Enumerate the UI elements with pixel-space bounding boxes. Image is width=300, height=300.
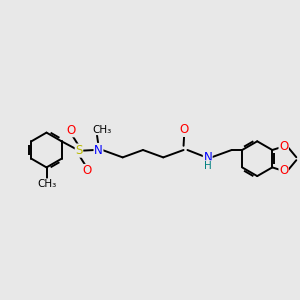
Text: H: H (205, 161, 212, 171)
Text: CH₃: CH₃ (93, 124, 112, 135)
Text: O: O (82, 164, 92, 178)
Text: O: O (179, 123, 189, 136)
Text: CH₃: CH₃ (37, 179, 56, 189)
Text: N: N (94, 143, 103, 157)
Text: O: O (279, 164, 288, 178)
Text: O: O (279, 140, 288, 153)
Text: N: N (203, 151, 212, 164)
Text: S: S (75, 144, 83, 157)
Text: O: O (66, 124, 76, 137)
